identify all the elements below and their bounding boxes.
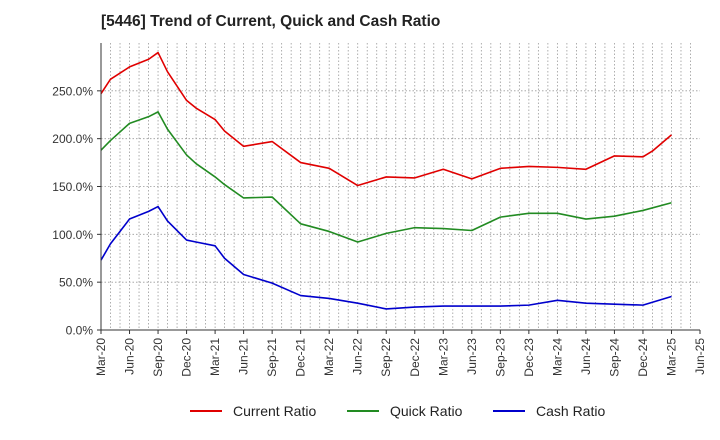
- grid-lines: [101, 43, 700, 330]
- x-tick-label: Mar-23: [436, 338, 450, 376]
- x-tick-label: Mar-25: [664, 338, 678, 376]
- legend-item-current-ratio: Current Ratio: [190, 403, 316, 419]
- x-tick-label: Mar-21: [208, 338, 222, 376]
- x-tick-label: Sep-24: [607, 338, 621, 377]
- x-tick-label: Dec-23: [522, 338, 536, 377]
- y-tick-label: 250.0%: [52, 84, 93, 98]
- legend-item-cash-ratio: Cash Ratio: [493, 403, 605, 419]
- x-tick-label: Dec-22: [408, 338, 422, 377]
- legend-label-quick-ratio: Quick Ratio: [390, 403, 463, 419]
- x-tick-label: Dec-24: [636, 338, 650, 377]
- legend-label-cash-ratio: Cash Ratio: [536, 403, 606, 419]
- series-lines: [100, 51, 672, 310]
- x-tick-label: Jun-21: [237, 338, 251, 375]
- x-tick-label: Sep-20: [151, 338, 165, 377]
- y-tick-labels: 0.0% 50.0% 100.0% 150.0% 200.0% 250.0%: [52, 84, 93, 337]
- y-tick-label: 50.0%: [59, 276, 93, 290]
- x-tick-label: Jun-23: [465, 338, 479, 375]
- x-tick-label: Mar-24: [550, 338, 564, 376]
- legend: Current Ratio Quick Ratio Cash Ratio: [0, 403, 720, 427]
- x-tick-label: Mar-20: [94, 338, 108, 376]
- series-line-quick-ratio: [100, 111, 672, 243]
- x-tick-label: Sep-22: [379, 338, 393, 377]
- x-tick-label: Dec-21: [294, 338, 308, 377]
- legend-swatch-quick-ratio: [347, 410, 379, 412]
- x-tick-label: Mar-22: [322, 338, 336, 376]
- x-tick-label: Jun-24: [579, 338, 593, 375]
- y-tick-label: 200.0%: [52, 132, 93, 146]
- y-tick-label: 150.0%: [52, 180, 93, 194]
- legend-swatch-cash-ratio: [493, 410, 525, 412]
- legend-label-current-ratio: Current Ratio: [233, 403, 317, 419]
- x-tick-labels: Mar-20 Jun-20 Sep-20 Dec-20 Mar-21 Jun-21 Sep-…: [94, 338, 707, 377]
- series-line-current-ratio: [100, 51, 672, 187]
- x-tick-label: Sep-23: [493, 338, 507, 377]
- chart-title: [5446] Trend of Current, Quick and Cash …: [101, 13, 441, 30]
- series-line-cash-ratio: [100, 205, 672, 310]
- x-tick-label: Jun-22: [351, 338, 365, 375]
- legend-swatch-current-ratio: [190, 410, 222, 412]
- axes: [97, 43, 701, 334]
- legend-item-quick-ratio: Quick Ratio: [347, 403, 462, 419]
- y-tick-label: 100.0%: [52, 228, 93, 242]
- y-tick-label: 0.0%: [66, 324, 94, 338]
- x-tick-label: Jun-25: [693, 338, 707, 375]
- x-tick-label: Jun-20: [123, 338, 137, 375]
- x-tick-label: Sep-21: [265, 338, 279, 377]
- x-tick-label: Dec-20: [180, 338, 194, 377]
